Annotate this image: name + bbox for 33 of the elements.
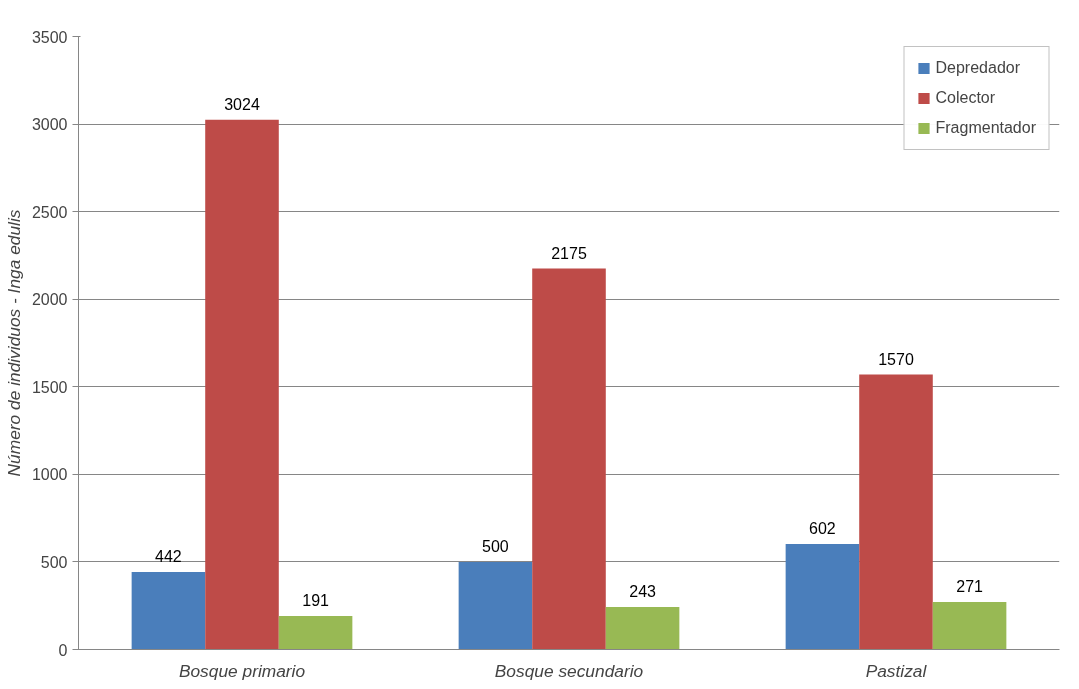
y-tick-label: 2000 (31, 291, 68, 309)
x-tick-label: Bosque secundario (494, 660, 644, 681)
bar (605, 606, 680, 650)
y-tick-label: 2500 (31, 203, 68, 221)
bar (458, 561, 533, 650)
data-label: 2175 (551, 244, 587, 262)
data-label: 3024 (224, 95, 260, 113)
bar (932, 602, 1007, 650)
x-tick-label: Bosque primario (178, 660, 306, 681)
bar (205, 119, 279, 650)
data-label: 271 (956, 578, 984, 596)
legend-label: Colector (935, 89, 996, 107)
y-tick-label: 3000 (31, 116, 68, 134)
data-label: 243 (629, 582, 657, 600)
y-tick-label: 3500 (31, 28, 68, 46)
legend-label: Depredador (935, 59, 1020, 77)
bar (859, 374, 933, 650)
x-tick-label: Pastizal (865, 660, 928, 681)
legend-label: Fragmentador (935, 119, 1036, 137)
y-axis-title: Número de individuos - Inga edulis (3, 209, 24, 477)
data-label: 1570 (878, 350, 914, 368)
data-label: 442 (155, 548, 182, 566)
y-tick-label: 1000 (31, 466, 68, 484)
bar (532, 268, 606, 650)
bar (278, 616, 353, 650)
data-label: 500 (482, 537, 509, 555)
y-tick-label: 500 (40, 553, 68, 571)
y-tick-label: 1500 (31, 378, 68, 396)
bar (785, 544, 860, 650)
data-label: 602 (809, 520, 836, 538)
bar (131, 572, 206, 650)
y-tick-label: 0 (58, 641, 68, 659)
data-label: 191 (302, 592, 330, 610)
